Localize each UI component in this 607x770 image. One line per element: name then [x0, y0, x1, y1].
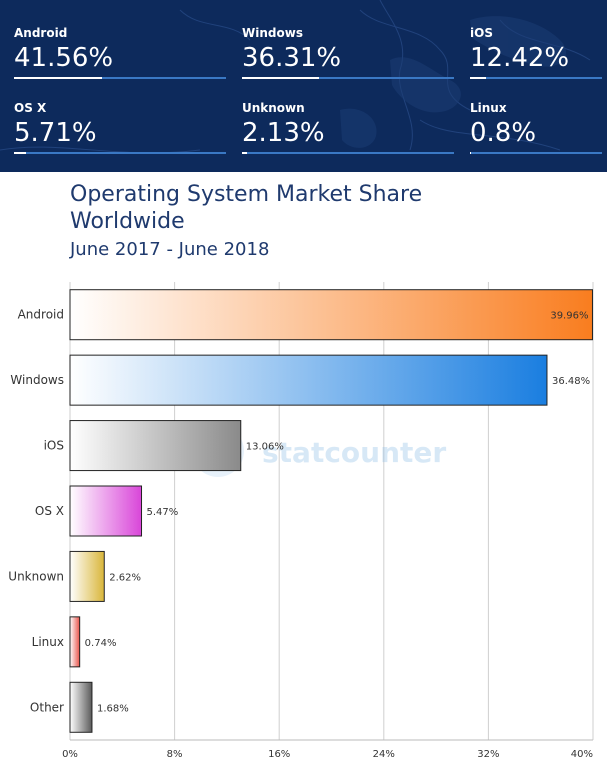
- bar-chart: 0% 8% 16% 24% 32% 40% statcounter Android 39.96%…: [8, 282, 594, 760]
- stat-value: 5.71%: [14, 118, 97, 148]
- stat-progress-fill: [14, 77, 103, 79]
- stat-progress-bar: [470, 152, 602, 154]
- x-tick-label: 8%: [167, 749, 183, 760]
- data-label: 1.68%: [97, 703, 129, 714]
- stat-value: 41.56%: [14, 43, 114, 73]
- data-label: 0.74%: [85, 638, 117, 649]
- bar-os-x: [69, 485, 143, 537]
- stats-banner: Android 41.56% Windows 36.31% iOS 12.42% OS X 5…: [0, 0, 607, 172]
- category-label: Windows: [10, 373, 64, 387]
- x-tick-label: 40%: [571, 749, 593, 760]
- category-label: Linux: [32, 635, 64, 649]
- category-label: OS X: [35, 504, 64, 518]
- stat-value: 36.31%: [242, 43, 342, 73]
- stat-label: Unknown: [242, 101, 305, 115]
- stat-progress-bar: [242, 77, 454, 79]
- stat-label: OS X: [14, 101, 47, 115]
- bar-ios: [69, 420, 242, 472]
- stat-progress-fill: [470, 152, 472, 154]
- chart-title: Operating System Market Share Worldwide: [70, 182, 423, 234]
- stat-label: iOS: [470, 26, 493, 40]
- x-tick-label: 16%: [268, 749, 290, 760]
- stat-value: 2.13%: [242, 118, 325, 148]
- stat-value: 0.8%: [470, 118, 537, 148]
- bar-windows: [69, 354, 548, 406]
- stat-label: Windows: [242, 26, 303, 40]
- bar-android: [69, 289, 593, 341]
- category-label: Unknown: [8, 569, 64, 583]
- watermark-text: statcounter: [262, 436, 446, 469]
- stat-label: Android: [14, 26, 68, 40]
- data-label: 36.48%: [552, 376, 590, 387]
- world-map-background: [0, 0, 591, 154]
- category-label: Android: [18, 308, 64, 322]
- stat-progress-bar: [242, 152, 454, 154]
- stat-progress-fill: [242, 152, 247, 154]
- bar-unknown: [69, 550, 105, 602]
- stat-progress-bar: [14, 77, 226, 79]
- stat-value: 12.42%: [470, 43, 570, 73]
- category-label: Other: [30, 700, 64, 714]
- stat-progress-bar: [470, 77, 602, 79]
- data-label: 39.96%: [550, 311, 588, 322]
- stat-progress-fill: [14, 152, 27, 154]
- stat-label: Linux: [470, 101, 507, 115]
- stat-progress-fill: [242, 77, 319, 79]
- x-tick-label: 32%: [477, 749, 499, 760]
- data-label: 13.06%: [246, 442, 284, 453]
- bar-other: [69, 681, 93, 733]
- stat-progress-bar: [14, 152, 226, 154]
- stat-progress-fill: [470, 77, 487, 79]
- data-label: 5.47%: [147, 507, 179, 518]
- data-label: 2.62%: [109, 572, 141, 583]
- x-tick-label: 0%: [62, 749, 78, 760]
- category-label: iOS: [44, 439, 64, 453]
- bar-linux: [69, 616, 81, 668]
- chart-subtitle: June 2017 - June 2018: [70, 239, 270, 260]
- x-tick-label: 24%: [373, 749, 395, 760]
